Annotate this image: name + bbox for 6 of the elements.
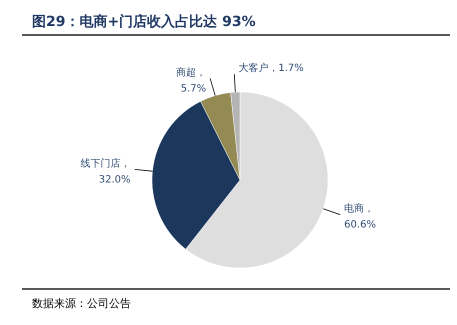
slice-label: 电商， 60.6% bbox=[344, 202, 376, 231]
chart-title: 图29：电商+门店收入占比达 93% bbox=[32, 13, 256, 30]
slice-label: 线下门店， 32.0% bbox=[80, 157, 131, 186]
slice-label: 商超， 5.7% bbox=[176, 66, 206, 94]
slice-label: 大客户，1.7% bbox=[238, 62, 304, 74]
source-note: 数据来源：公司公告 bbox=[32, 297, 131, 310]
